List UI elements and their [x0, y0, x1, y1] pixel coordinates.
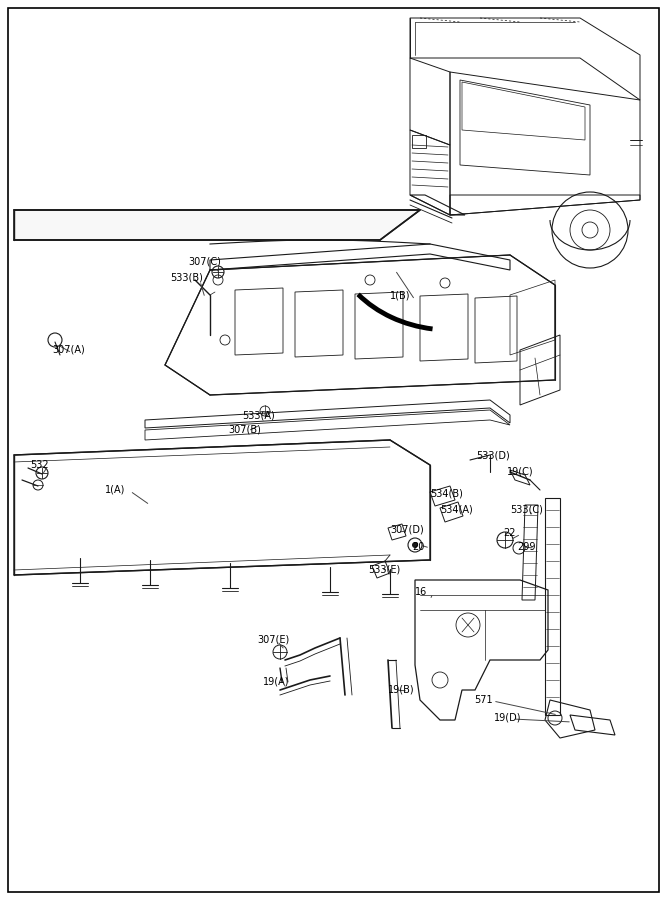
- Circle shape: [412, 542, 418, 548]
- Text: 1(A): 1(A): [105, 485, 125, 495]
- Text: 533(E): 533(E): [368, 565, 400, 575]
- Text: 534(B): 534(B): [430, 489, 463, 499]
- Text: 299: 299: [517, 542, 536, 552]
- Text: 307(D): 307(D): [390, 525, 424, 535]
- Text: 19(A): 19(A): [263, 677, 289, 687]
- Text: 534(A): 534(A): [440, 505, 473, 515]
- Text: 307(A): 307(A): [52, 345, 85, 355]
- Text: 571: 571: [474, 695, 493, 705]
- Text: 1(B): 1(B): [390, 290, 410, 300]
- Text: 307(E): 307(E): [257, 635, 289, 645]
- Text: 533(A): 533(A): [242, 410, 275, 420]
- Text: 533(D): 533(D): [476, 450, 510, 460]
- Text: 307(B): 307(B): [228, 425, 261, 435]
- Text: 19(D): 19(D): [494, 713, 522, 723]
- Polygon shape: [14, 210, 420, 240]
- Text: 533(C): 533(C): [510, 505, 543, 515]
- Text: 533(B): 533(B): [170, 273, 203, 283]
- Text: 532: 532: [30, 460, 49, 470]
- Text: 20: 20: [412, 542, 424, 552]
- Text: 19(C): 19(C): [507, 466, 534, 476]
- Text: 307(C): 307(C): [188, 257, 221, 267]
- Text: 22: 22: [503, 528, 516, 538]
- Text: 16: 16: [415, 587, 428, 597]
- Text: 19(B): 19(B): [388, 685, 415, 695]
